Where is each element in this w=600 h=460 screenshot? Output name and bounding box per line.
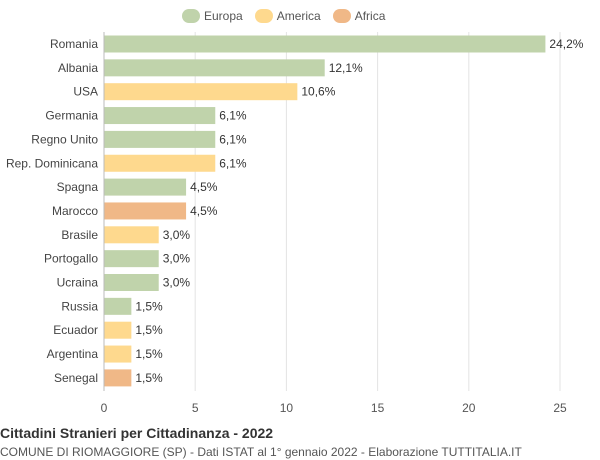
value-label-regno-unito: 6,1% <box>219 132 247 146</box>
x-tick-label: 25 <box>553 401 567 415</box>
category-label-ucraina: Ucraina <box>57 276 99 290</box>
value-label-ecuador: 1,5% <box>135 323 163 337</box>
legend-swatch-europa <box>182 9 200 23</box>
bar-germania <box>104 107 216 125</box>
bar-chart: 0 5 10 15 20 25 Romania 24,2% Albania 12,1% USA 10,… <box>6 32 584 415</box>
category-label-rep-dominicana: Rep. Dominicana <box>6 156 98 170</box>
value-label-albania: 12,1% <box>329 61 363 75</box>
value-label-russia: 1,5% <box>135 299 163 313</box>
bar-ecuador <box>104 321 132 339</box>
x-tick-label: 20 <box>462 401 476 415</box>
value-label-marocco: 4,5% <box>190 204 218 218</box>
bar-rep-dominicana <box>104 154 216 172</box>
category-label-senegal: Senegal <box>54 371 98 385</box>
value-label-romania: 24,2% <box>549 37 583 51</box>
category-label-germania: Germania <box>45 109 98 123</box>
value-label-germania: 6,1% <box>219 109 247 123</box>
category-label-ecuador: Ecuador <box>53 323 98 337</box>
value-label-brasile: 3,0% <box>163 228 191 242</box>
value-label-rep-dominicana: 6,1% <box>219 156 247 170</box>
legend-item-europa: Europa <box>182 9 243 23</box>
category-label-marocco: Marocco <box>52 204 98 218</box>
bar-ucraina <box>104 274 159 291</box>
x-tick-label: 5 <box>192 401 199 415</box>
bar-argentina <box>104 345 132 363</box>
bar-spagna <box>104 178 187 196</box>
chart-title: Cittadini Stranieri per Cittadinanza - 2… <box>0 425 274 441</box>
legend-swatch-africa <box>332 9 351 23</box>
legend: Europa America Africa <box>182 6 397 26</box>
bar-portogallo <box>104 250 159 268</box>
category-label-regno-unito: Regno Unito <box>31 132 98 146</box>
chart-source: COMUNE DI RIOMAGGIORE (SP) - Dati ISTAT … <box>0 445 522 459</box>
value-label-portogallo: 3,0% <box>163 252 191 266</box>
category-label-albania: Albania <box>58 61 98 75</box>
category-label-russia: Russia <box>61 299 98 313</box>
category-label-portogallo: Portogallo <box>44 252 98 266</box>
value-label-spagna: 4,5% <box>190 180 218 194</box>
bar-senegal <box>104 369 132 387</box>
value-label-ucraina: 3,0% <box>163 276 191 290</box>
bar-regno-unito <box>104 130 216 148</box>
category-label-spagna: Spagna <box>57 180 99 194</box>
legend-label-africa: Africa <box>354 9 386 23</box>
category-label-brasile: Brasile <box>61 228 98 242</box>
legend-label-america: America <box>276 9 321 23</box>
legend-label-europa: Europa <box>204 9 243 23</box>
legend-item-america: America <box>254 9 321 23</box>
x-tick-label: 15 <box>371 401 385 415</box>
bar-romania <box>104 35 546 53</box>
bar-russia <box>104 297 132 315</box>
category-label-argentina: Argentina <box>47 347 99 361</box>
legend-item-africa: Africa <box>332 9 386 23</box>
bar-albania <box>104 59 325 77</box>
category-label-usa: USA <box>73 85 98 99</box>
legend-swatch-america <box>254 9 273 23</box>
value-label-usa: 10,6% <box>301 85 335 99</box>
bar-brasile <box>104 226 159 244</box>
bar-marocco <box>104 202 187 220</box>
x-tick-label: 10 <box>280 401 294 415</box>
category-label-romania: Romania <box>50 37 98 51</box>
value-label-argentina: 1,5% <box>135 347 163 361</box>
bar-usa <box>104 83 298 101</box>
x-tick-label: 0 <box>101 401 108 415</box>
value-label-senegal: 1,5% <box>135 371 163 385</box>
